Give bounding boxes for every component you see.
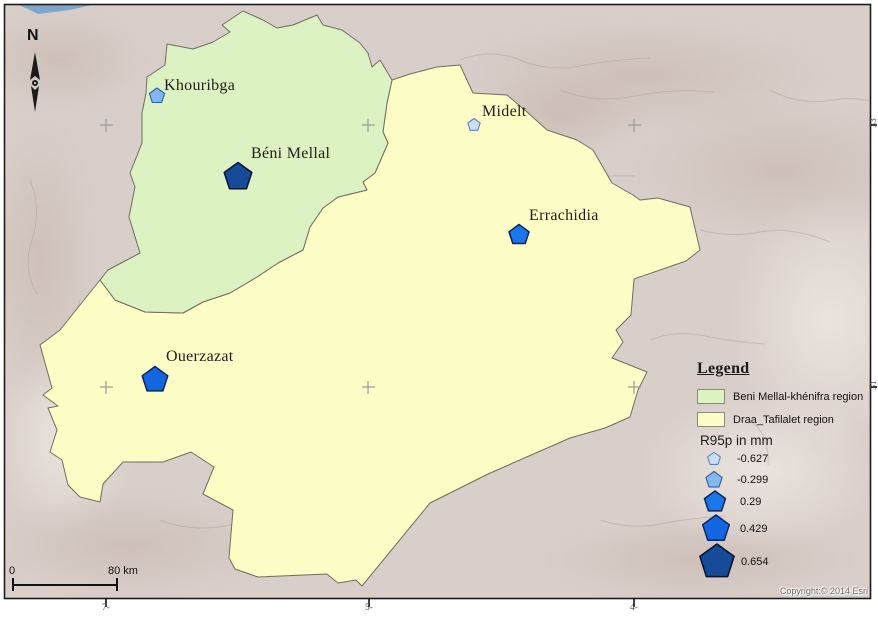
axis-label-lat-31: 31 [869, 380, 878, 390]
axis-label-lon-7: 7- [102, 603, 110, 613]
city-label-ouerzazat: Ouerzazat [166, 348, 234, 365]
legend-value-4: 0.654 [741, 556, 769, 568]
city-symbol-b-ni-mellal [223, 161, 253, 190]
city-label-midelt: Midelt [482, 103, 527, 120]
axis-label-lat-33: 33 [869, 118, 878, 128]
north-arrow-icon [30, 52, 40, 112]
city-symbol-ouerzazat [141, 365, 169, 392]
axis-label-lon-5: 5- [365, 603, 373, 613]
legend-value-0: -0.627 [737, 453, 769, 465]
axis-label-lon-4: 4- [630, 603, 638, 613]
water-wedge [19, 5, 92, 14]
scale-max-label: 80 km [108, 565, 138, 577]
axis-ticks [105, 124, 877, 607]
legend-value-3: 0.429 [740, 523, 768, 535]
legend-symbol-3 [701, 514, 731, 542]
legend-symbol-2 [703, 490, 727, 512]
city-label-khouribga: Khouribga [164, 77, 236, 94]
legend-symbol-0 [707, 451, 721, 465]
legend-value-2: 0.29 [740, 496, 762, 508]
legend-symbol-1 [705, 470, 723, 488]
legend-title: Legend [697, 360, 750, 377]
legend-label-region-yellow: Draa_Tafilalet region [733, 414, 834, 426]
city-symbol-midelt [467, 117, 481, 131]
map-frame [3, 3, 872, 600]
city-symbol-errachidia [508, 223, 530, 245]
legend-swatch-yellow [697, 412, 725, 427]
city-symbol-khouribga [148, 87, 166, 104]
legend-value-1: -0.299 [737, 474, 769, 486]
north-arrow-label: N [27, 27, 39, 44]
city-label-beni-mellal: Béni Mellal [251, 145, 331, 162]
copyright-text: Copyright:© 2014 Esri [779, 586, 868, 596]
graticule-crosses [100, 119, 641, 394]
city-label-errachidia: Errachidia [529, 207, 599, 224]
legend-swatch-green [697, 389, 725, 404]
legend-label-region-green: Beni Mellal-khénifra region [733, 391, 864, 403]
legend-symbol-4 [699, 543, 735, 578]
scale-bar [12, 578, 118, 591]
scale-zero-label: 0 [9, 565, 16, 577]
region-beni-mellal-khenifra [99, 10, 393, 314]
legend-size-header: R95p in mm [700, 433, 773, 448]
